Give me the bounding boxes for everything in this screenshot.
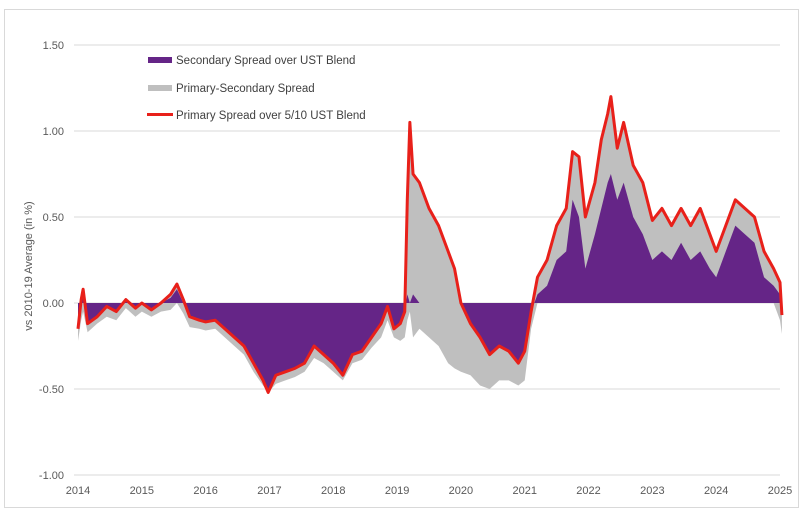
- legend-swatch-primary-secondary: [148, 85, 172, 91]
- secondary-spread-area: [78, 174, 782, 389]
- x-tick-label: 2025: [768, 485, 792, 497]
- legend-swatch-secondary: [148, 57, 172, 63]
- primary-spread-line: [76, 95, 784, 394]
- y-tick-label: 0.50: [43, 212, 64, 224]
- x-tick-label: 2022: [576, 485, 600, 497]
- x-tick-label: 2017: [257, 485, 281, 497]
- y-tick-label: -1.00: [39, 470, 64, 482]
- legend-label-primary-secondary: Primary-Secondary Spread: [176, 83, 315, 95]
- x-tick-label: 2021: [512, 485, 536, 497]
- legend-label-secondary: Secondary Spread over UST Blend: [176, 55, 355, 67]
- x-tick-label: 2016: [193, 485, 217, 497]
- y-tick-label: -0.50: [39, 384, 64, 396]
- x-tick-label: 2018: [321, 485, 345, 497]
- x-tick-label: 2020: [449, 485, 473, 497]
- y-tick-label: 1.00: [43, 126, 64, 138]
- x-tick-label: 2014: [66, 485, 90, 497]
- x-tick-label: 2019: [385, 485, 409, 497]
- legend-swatch-primary: [147, 113, 173, 116]
- y-tick-label: 1.50: [43, 40, 64, 52]
- x-tick-label: 2023: [640, 485, 664, 497]
- chart-frame: [4, 9, 799, 508]
- legend-label-primary: Primary Spread over 5/10 UST Blend: [176, 110, 366, 122]
- legend: Secondary Spread over UST Blend Primary-…: [147, 55, 366, 122]
- y-axis-label: vs 2010-19 Average (in %): [23, 201, 35, 330]
- y-tick-label: 0.00: [43, 298, 64, 310]
- primary-secondary-area: [78, 96, 782, 393]
- x-tick-label: 2015: [130, 485, 154, 497]
- x-tick-label: 2024: [704, 485, 728, 497]
